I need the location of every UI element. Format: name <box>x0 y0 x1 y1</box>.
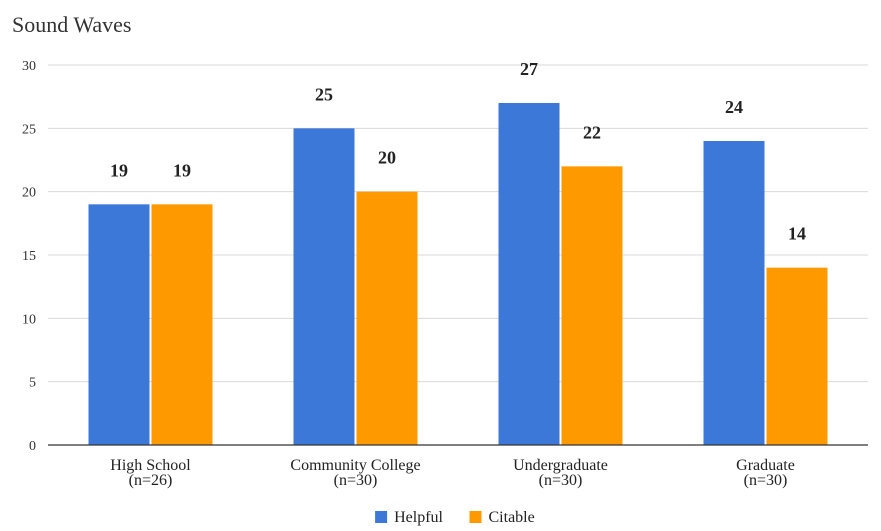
category-label: (n=26) <box>129 472 173 489</box>
bar-helpful-2 <box>498 103 560 445</box>
legend-swatch-citable <box>469 511 482 523</box>
y-axis-ticks: 0 5 10 15 20 25 30 <box>22 59 36 454</box>
data-label: 22 <box>583 122 601 142</box>
bar-helpful-1 <box>293 128 355 446</box>
chart-title: Sound Waves <box>12 12 131 37</box>
y-tick-label: 10 <box>22 312 36 327</box>
category-label: High School <box>110 457 191 474</box>
y-tick-label: 20 <box>22 186 36 201</box>
data-labels: 19 19 25 20 27 22 24 14 <box>110 59 806 244</box>
y-tick-label: 30 <box>22 59 36 74</box>
y-tick-label: 15 <box>22 249 36 264</box>
bar-citable-1 <box>356 191 418 445</box>
category-label: (n=30) <box>539 472 583 489</box>
y-tick-label: 25 <box>22 122 36 137</box>
bar-helpful-3 <box>703 141 765 445</box>
legend-label: Citable <box>489 509 535 526</box>
category-label: Community College <box>290 457 420 474</box>
legend-label: Helpful <box>394 509 443 526</box>
data-label: 19 <box>110 160 128 180</box>
data-label: 20 <box>378 148 396 168</box>
category-labels: High School(n=26)Community College(n=30)… <box>110 457 795 489</box>
data-label: 14 <box>788 224 806 244</box>
category-label: Undergraduate <box>513 457 608 474</box>
data-label: 27 <box>520 59 538 79</box>
data-label: 19 <box>173 160 191 180</box>
bar-citable-3 <box>766 267 828 445</box>
category-label: (n=30) <box>334 472 378 489</box>
category-label: (n=30) <box>744 472 788 489</box>
data-label: 25 <box>315 84 333 104</box>
legend: Helpful Citable <box>375 509 535 526</box>
legend-swatch-helpful <box>375 511 388 523</box>
y-tick-label: 0 <box>29 439 36 454</box>
data-label: 24 <box>725 97 743 117</box>
bar-helpful-0 <box>88 204 150 445</box>
bar-citable-2 <box>561 166 623 446</box>
bars <box>88 103 828 446</box>
bar-citable-0 <box>151 204 213 445</box>
y-tick-label: 5 <box>29 376 36 391</box>
category-label: Graduate <box>736 457 795 474</box>
